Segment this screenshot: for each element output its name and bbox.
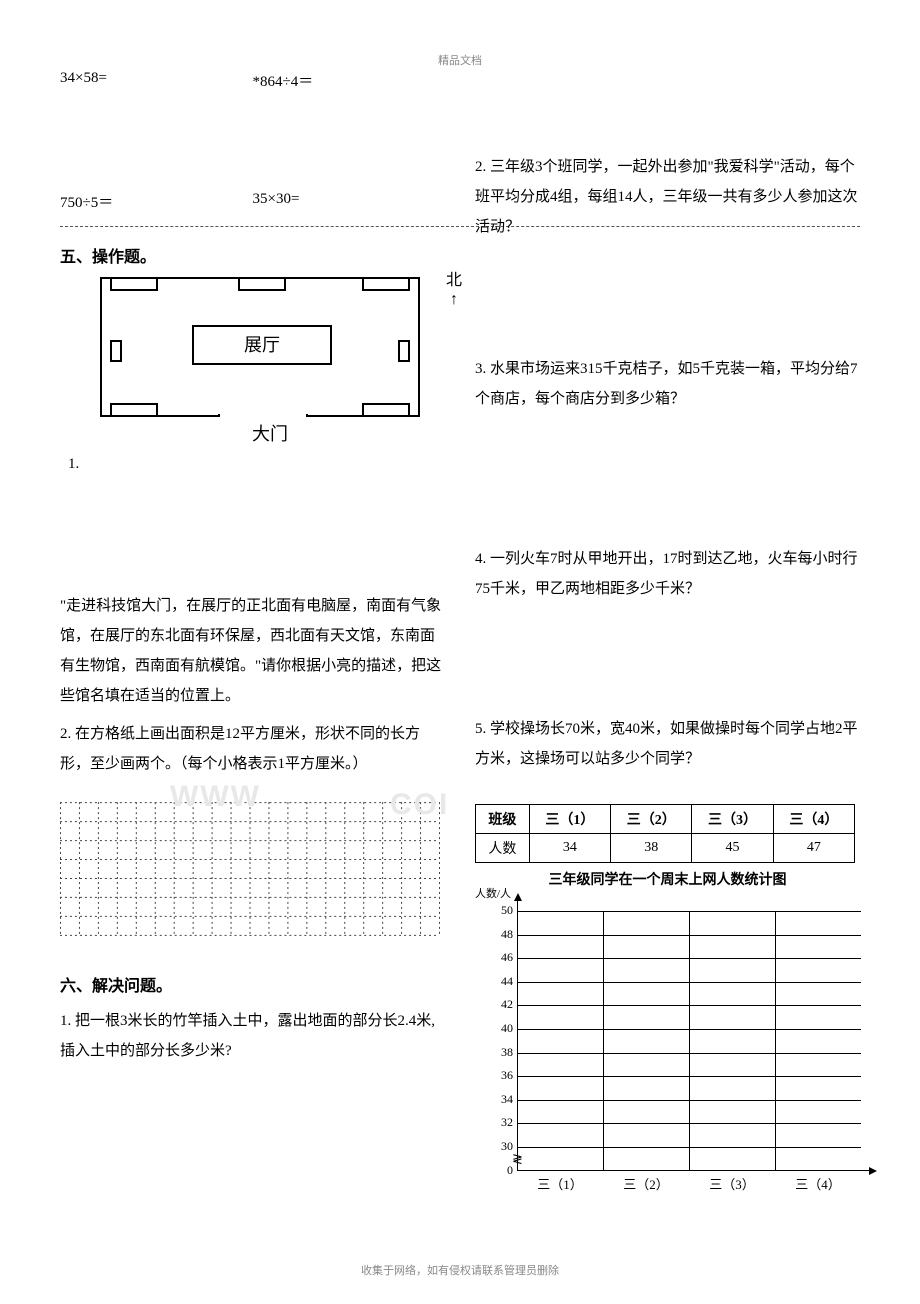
problem-1: 1. 把一根3米长的竹竿插入土中，露出地面的部分长2.4米, 插入土中的部分长多… <box>60 1006 445 1066</box>
x-tick-label: 三（3） <box>709 1174 755 1193</box>
y-axis-label: 人数/人 <box>475 885 511 901</box>
th: 三（1） <box>529 805 610 834</box>
td: 45 <box>692 834 773 863</box>
td: 47 <box>773 834 854 863</box>
table-row: 人数 34 38 45 47 <box>476 834 855 863</box>
room-box <box>398 340 410 362</box>
calc-row-2: 750÷5＝ 35×30= <box>60 191 445 212</box>
room-box <box>110 340 122 362</box>
q1-label: 1. <box>68 456 445 473</box>
class-count-table: 班级 三（1） 三（2） 三（3） 三（4） 人数 34 38 45 47 <box>475 804 855 863</box>
y-tick-label: 48 <box>489 927 513 942</box>
y-tick-label: 32 <box>489 1115 513 1130</box>
room-box <box>110 403 158 417</box>
th: 三（3） <box>692 805 773 834</box>
room-box <box>110 277 158 291</box>
calc-item: 750÷5＝ <box>60 191 253 212</box>
section-5-title: 五、操作题。 <box>60 243 445 267</box>
y-tick-label: 38 <box>489 1045 513 1060</box>
exhibition-hall-label: 展厅 <box>192 325 332 365</box>
doc-footer: 收集于网络，如有侵权请联系管理员删除 <box>0 1262 920 1278</box>
north-label: 北 <box>446 272 462 289</box>
td: 38 <box>611 834 692 863</box>
x-tick-label: 三（1） <box>537 1174 583 1193</box>
chart-title: 三年级同学在一个周末上网人数统计图 <box>475 869 860 889</box>
td: 人数 <box>476 834 530 863</box>
left-column: 34×58= *864÷4＝ 750÷5＝ 35×30= 五、操作题。 北 ↑ … <box>60 70 445 1193</box>
th: 班级 <box>476 805 530 834</box>
calc-item: 34×58= <box>60 70 253 91</box>
x-tick-label: 三（4） <box>795 1174 841 1193</box>
y-tick-label: 46 <box>489 950 513 965</box>
y-tick-label: 44 <box>489 974 513 989</box>
doc-header: 精品文档 <box>0 52 920 68</box>
north-indicator: 北 ↑ <box>446 271 462 309</box>
y-axis <box>517 899 518 1171</box>
y-tick-label: 42 <box>489 997 513 1012</box>
grid-paper <box>60 799 440 939</box>
problem-5: 5. 学校操场长70米，宽40米，如果做操时每个同学占地2平方米，这操场可以站多… <box>475 714 860 774</box>
problem-3: 3. 水果市场运来315千克桔子，如5千克装一箱，平均分给7个商店，每个商店分到… <box>475 354 860 414</box>
calc-row-1: 34×58= *864÷4＝ <box>60 70 445 91</box>
section-6-title: 六、解决问题。 <box>60 972 445 996</box>
room-box <box>362 277 410 291</box>
right-column: 2. 三年级3个班同学，一起外出参加"我爱科学"活动，每个班平均分成4组，每组1… <box>475 70 860 1193</box>
y-tick-label: 36 <box>489 1068 513 1083</box>
x-tick-label: 三（2） <box>623 1174 669 1193</box>
calc-item: 35×30= <box>253 191 446 212</box>
th: 三（4） <box>773 805 854 834</box>
room-box <box>362 403 410 417</box>
room-box <box>238 277 286 291</box>
grid-line <box>689 911 690 1171</box>
y-tick-label: 50 <box>489 903 513 918</box>
diagram-description: "走进科技馆大门，在展厅的正北面有电脑屋，南面有气象馆，在展厅的东北面有环保屋，… <box>60 591 445 711</box>
axis-break-icon: ≷ <box>512 1151 523 1167</box>
th: 三（2） <box>611 805 692 834</box>
floor-diagram: 北 ↑ 展厅 大门 <box>100 277 440 446</box>
x-axis <box>517 1170 871 1171</box>
y-tick-label: 34 <box>489 1092 513 1107</box>
problem-4: 4. 一列火车7时从甲地开出，17时到达乙地，火车每小时行75千米，甲乙两地相距… <box>475 544 860 604</box>
bar-chart-blank: 人数/人 5048464442403836343230≷0三（1）三（2）三（3… <box>475 893 875 1193</box>
grid-line <box>603 911 604 1171</box>
gate-opening <box>218 414 308 417</box>
y-tick-label: 30 <box>489 1139 513 1154</box>
y-tick-label: 40 <box>489 1021 513 1036</box>
q5-2: 2. 在方格纸上画出面积是12平方厘米，形状不同的长方形，至少画两个。（每个小格… <box>60 719 445 779</box>
north-arrow-icon: ↑ <box>450 291 458 308</box>
calc-item: *864÷4＝ <box>253 70 446 91</box>
problem-2: 2. 三年级3个班同学，一起外出参加"我爱科学"活动，每个班平均分成4组，每组1… <box>475 152 860 242</box>
y-tick-label: 0 <box>489 1163 513 1178</box>
table-row: 班级 三（1） 三（2） 三（3） 三（4） <box>476 805 855 834</box>
gate-label: 大门 <box>100 420 440 446</box>
td: 34 <box>529 834 610 863</box>
grid-line <box>775 911 776 1171</box>
